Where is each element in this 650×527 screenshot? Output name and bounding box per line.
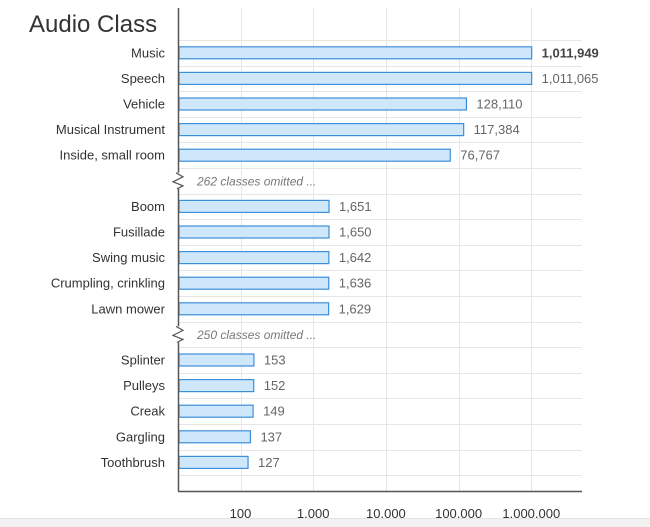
- category-label: Boom: [131, 199, 165, 214]
- category-label: Swing music: [92, 250, 165, 265]
- bar-13: [178, 379, 255, 393]
- bar-6: [178, 199, 330, 213]
- bar-8: [178, 251, 330, 265]
- value-labels: 1,011,949 1,011,065 128,110 117,384 76,767 1,…: [258, 45, 599, 470]
- bar-16: [178, 455, 249, 469]
- bar-4: [178, 148, 451, 162]
- category-labels: Music Speech Vehicle Musical Instrument Insi…: [51, 45, 166, 470]
- category-label: Vehicle: [123, 97, 165, 112]
- category-label: Creak: [130, 404, 165, 419]
- bar-9: [178, 276, 330, 290]
- chart-title: Audio Class: [29, 11, 157, 38]
- category-label: Gargling: [116, 429, 165, 444]
- bar-3: [178, 122, 465, 137]
- bar-2: [178, 97, 468, 111]
- value-label: 76,767: [460, 148, 500, 163]
- axis-break-icon: [171, 325, 185, 343]
- axis-break-icon: [171, 172, 185, 190]
- omitted-classes-label: 262 classes omitted ...: [196, 174, 316, 188]
- x-tick-label: 100: [230, 506, 252, 521]
- axes: [177, 8, 582, 493]
- category-label: Speech: [121, 71, 165, 86]
- category-label: Crumpling, crinkling: [51, 276, 165, 291]
- value-label: 1,651: [339, 199, 372, 214]
- value-label: 152: [264, 378, 286, 393]
- x-tick-labels: 100 1.000 10.000 100.000 1.000.000: [230, 506, 561, 521]
- category-label: Toothbrush: [101, 455, 165, 470]
- category-label: Lawn mower: [91, 301, 165, 316]
- x-tick-label: 1.000.000: [502, 506, 560, 521]
- bar-12: [178, 353, 255, 367]
- value-label: 1,642: [339, 250, 372, 265]
- x-tick-label: 1.000: [297, 506, 330, 521]
- value-label: 1,011,065: [542, 71, 599, 86]
- bar-0: [178, 46, 533, 60]
- grid-lines: [178, 8, 582, 491]
- bar-10: [178, 302, 330, 316]
- bar-1: [178, 71, 533, 86]
- bar-7: [178, 225, 330, 239]
- value-label: 153: [264, 353, 286, 368]
- category-label: Fusillade: [113, 225, 165, 240]
- category-label: Splinter: [121, 353, 166, 368]
- omitted-classes-label: 250 classes omitted ...: [196, 328, 316, 342]
- value-label: 117,384: [474, 122, 520, 137]
- value-label: 128,110: [476, 97, 522, 112]
- value-label: 1,629: [339, 301, 372, 316]
- value-label: 127: [258, 455, 280, 470]
- bars: [178, 46, 533, 469]
- category-label: Inside, small room: [60, 148, 165, 163]
- value-label: 1,636: [339, 276, 372, 291]
- category-label: Musical Instrument: [56, 122, 165, 137]
- category-label: Pulleys: [123, 378, 165, 393]
- x-tick-label: 10.000: [366, 506, 406, 521]
- category-label: Music: [131, 45, 165, 60]
- value-label: 1,650: [339, 225, 372, 240]
- omitted-markers: 262 classes omitted ... 250 classes omitt…: [171, 172, 316, 343]
- value-label: 137: [260, 429, 282, 444]
- x-tick-label: 100.000: [435, 506, 482, 521]
- value-label: 1,011,949: [542, 45, 599, 60]
- bar-14: [178, 404, 254, 418]
- page-footer-strip: [0, 518, 650, 527]
- bar-15: [178, 430, 252, 444]
- value-label: 149: [263, 404, 285, 419]
